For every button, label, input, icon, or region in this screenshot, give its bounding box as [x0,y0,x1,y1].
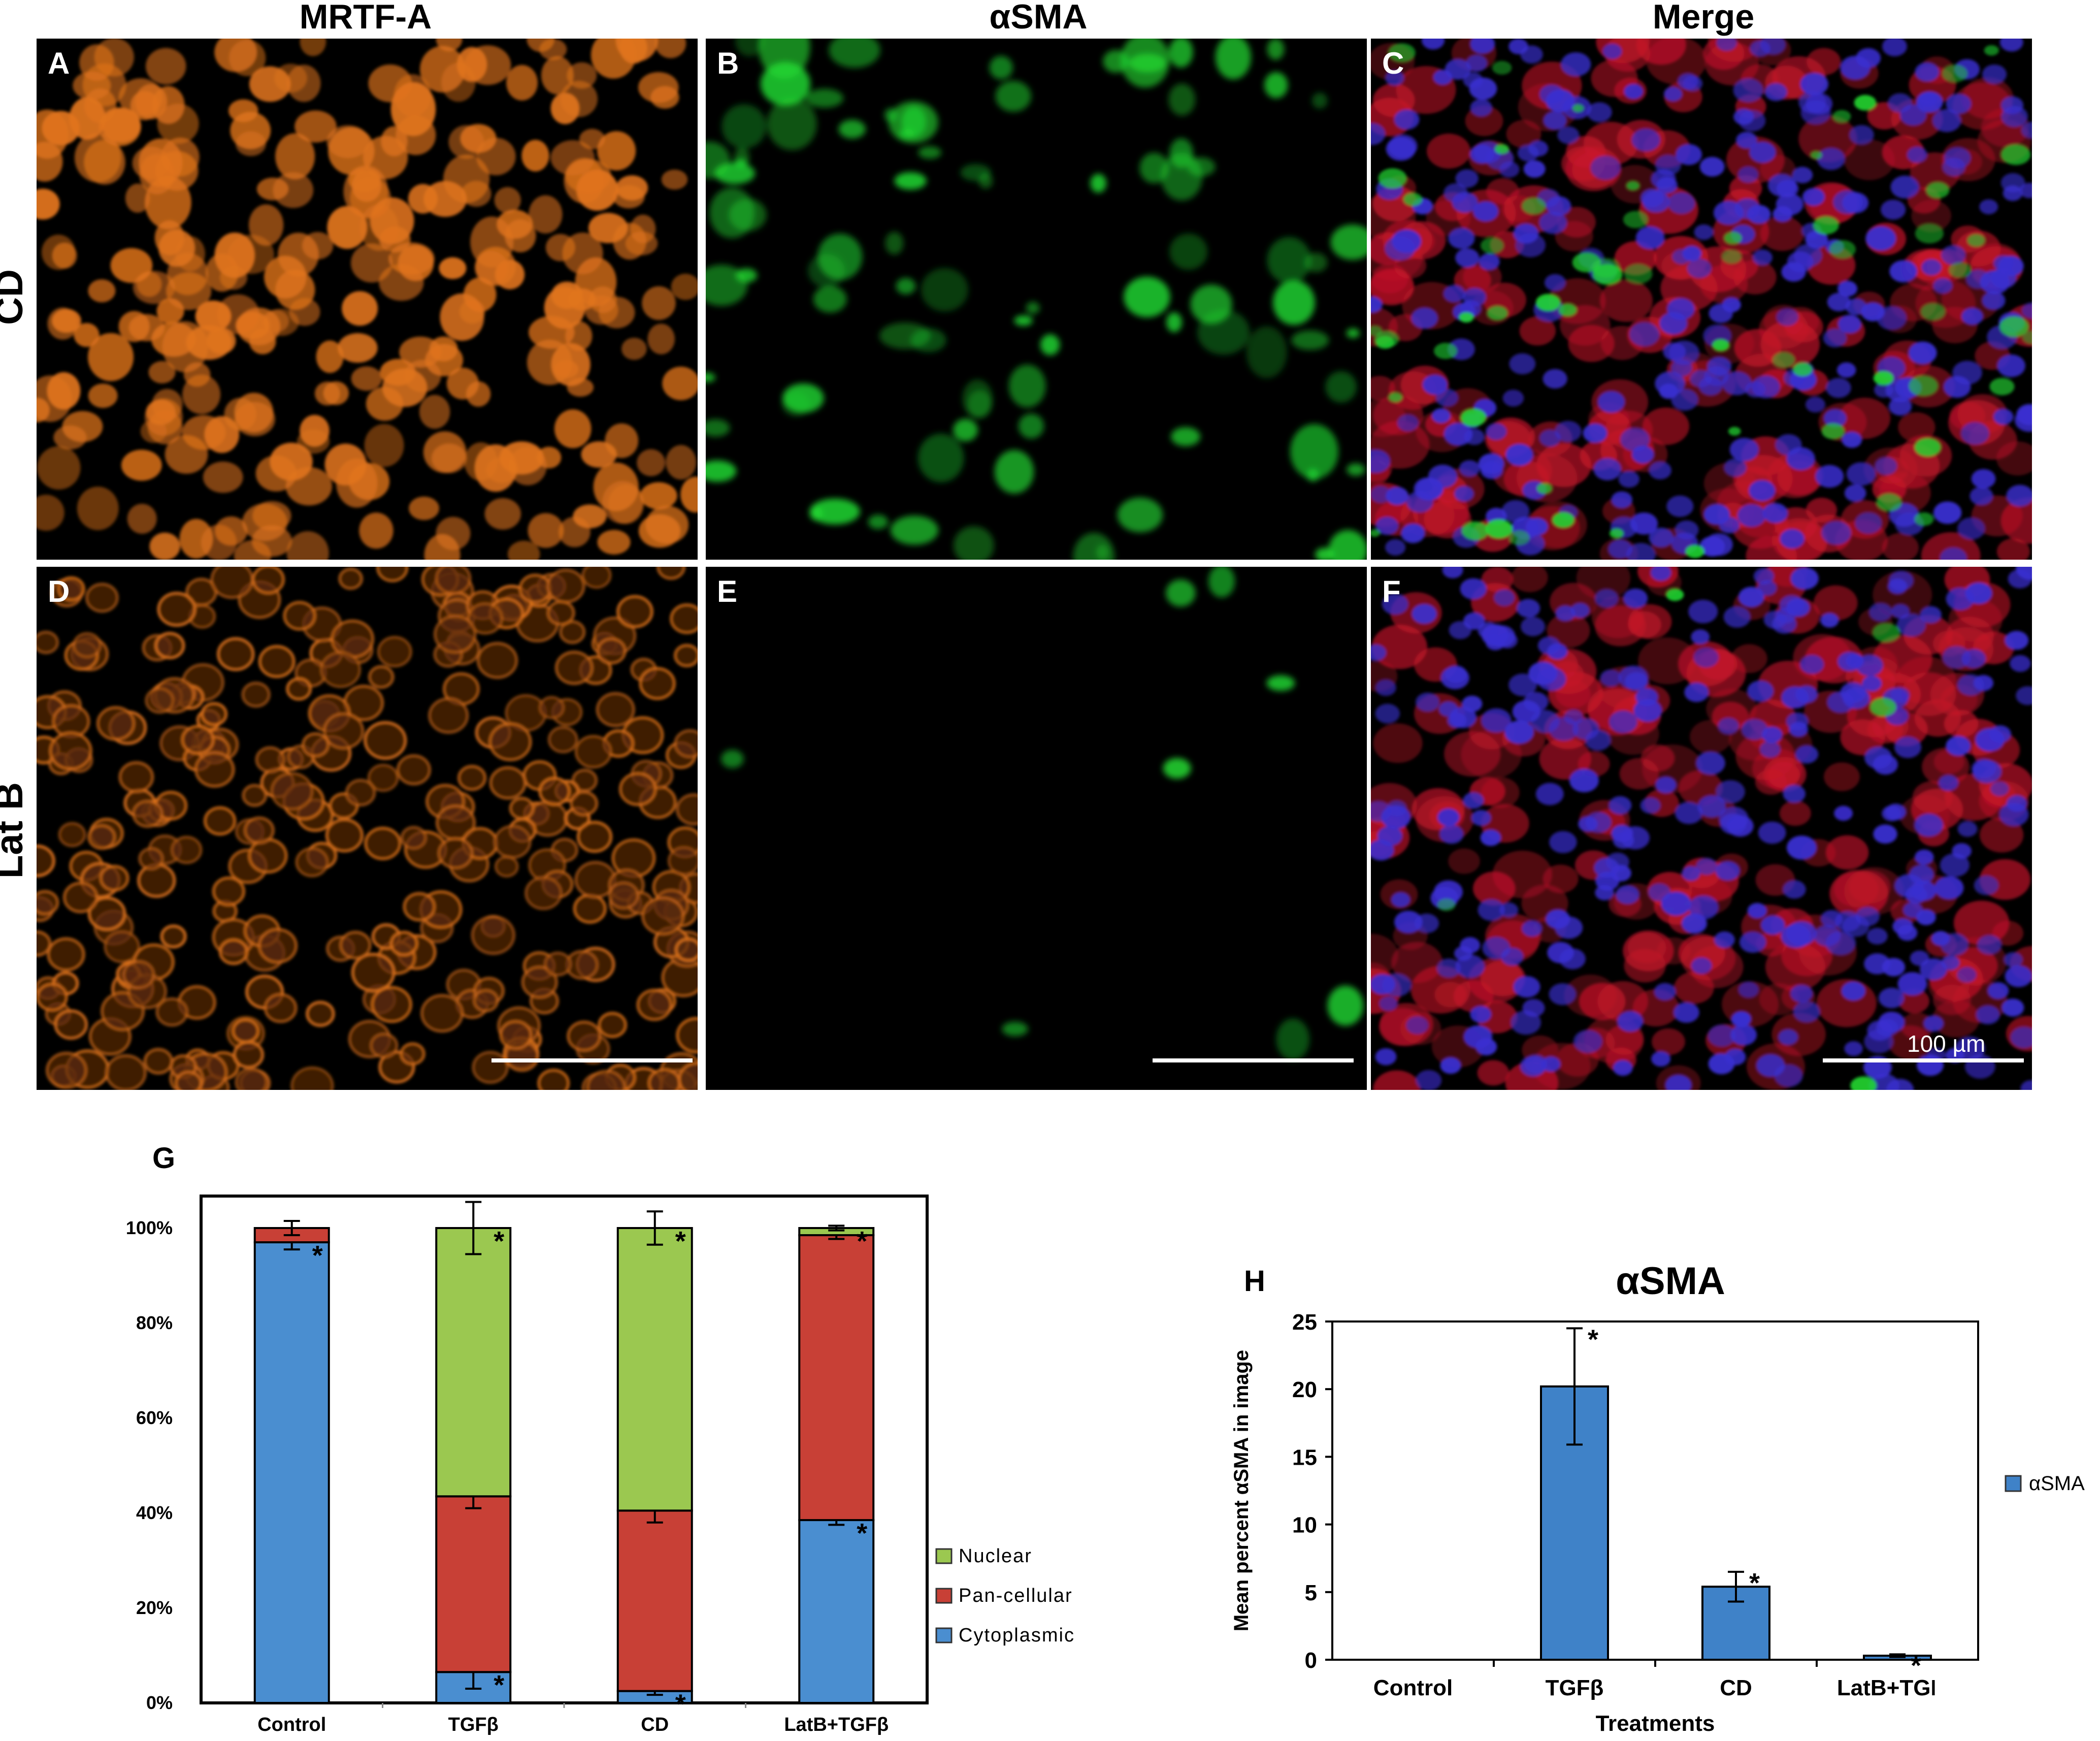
bar-segment-cytoplasmic [255,1242,329,1703]
chart-h: HαSMA 0 5 10 15 20 25 Mean percent αSMA in imag… [1208,1229,2100,1738]
y-tick-label: 40% [136,1502,173,1523]
row-header-latb: Lat B [0,769,33,891]
y-tick-label: 20% [136,1597,173,1618]
bar-segment-pan-cellular [436,1496,510,1672]
significance-star: * [1749,1568,1760,1598]
micrograph-panel-e: E [706,567,1367,1090]
significance-star: * [857,1518,867,1549]
legend-swatch [936,1628,951,1642]
panel-label: E [717,574,737,609]
bar-segment-nuclear [436,1228,510,1496]
bar-chart: HαSMA 0 5 10 15 20 25 Mean percent αSMA in imag… [1208,1229,2100,1738]
scale-bar [1153,1058,1354,1062]
legend-swatch [2006,1476,2021,1491]
legend-label: Pan-cellular [959,1585,1073,1606]
panel-label-h: H [1244,1265,1265,1298]
bar-segment-pan-cellular [618,1510,692,1691]
bar-segment-nuclear [618,1228,692,1510]
micrograph-panel-b: B [706,39,1367,560]
y-tick-label: 10 [1292,1513,1317,1538]
micrograph-panel-a: A [37,39,698,560]
significance-star: * [857,1226,867,1256]
micrograph-merge-cd [1371,39,2032,560]
micrograph-asma-latb [706,567,1367,1090]
x-tick-label: TGFβ [1546,1675,1604,1700]
x-tick-label: CD [1720,1675,1752,1700]
chart-g: G 0% 20% 40% 60% 80% 100% * Control * * TGFβ * * CD * * L… [0,1112,1168,1738]
significance-star: * [675,1226,686,1256]
x-tick-label: CD [641,1714,669,1735]
legend-label: αSMA [2029,1472,2085,1495]
micrograph-merge-latb [1371,567,2032,1090]
stacked-bar-chart: G 0% 20% 40% 60% 80% 100% * Control * * TGFβ * * CD * * L… [0,1112,1168,1738]
panel-label: D [48,574,70,609]
scale-bar [491,1058,693,1062]
y-tick-label: 20 [1292,1377,1317,1402]
legend-label: Nuclear [959,1545,1032,1567]
x-tick-label: Control [1373,1675,1453,1700]
chart-title: αSMA [1616,1260,1725,1303]
y-tick-label: 80% [136,1312,173,1333]
significance-star: * [1588,1324,1598,1355]
y-tick-label: 0% [146,1692,173,1713]
y-tick-label: 0 [1305,1648,1317,1673]
panel-label: C [1382,46,1404,81]
micrograph-panel-c: C [1371,39,2032,560]
bar-segment-pan-cellular [799,1235,873,1520]
micrograph-mrtf-latb [37,567,698,1090]
panel-label: B [717,46,739,81]
micrograph-panel-f: F 100 µm [1371,567,2032,1090]
x-tick-label: TGFβ [448,1714,499,1735]
micrograph-mrtf-cd [37,39,698,560]
legend-swatch [936,1549,951,1563]
x-tick-label: Control [257,1714,326,1735]
y-axis-label: Mean percent αSMA in image [1230,1350,1253,1631]
column-header-mrtf: MRTF-A [36,0,696,37]
plot-frame [1332,1321,1978,1660]
x-tick-label: LatB+TGFβ [1837,1675,1958,1700]
significance-star: * [312,1240,323,1271]
significance-star: * [675,1689,686,1720]
significance-star: * [494,1670,504,1700]
legend-swatch [936,1589,951,1603]
column-header-merge: Merge [1371,0,2036,37]
micrograph-asma-cd [706,39,1367,560]
scale-bar [1823,1058,2024,1062]
scale-bar-label: 100 µm [1907,1030,1985,1057]
y-tick-label: 5 [1305,1581,1317,1605]
y-tick-label: 60% [136,1407,173,1428]
significance-star: * [494,1226,504,1256]
y-tick-label: 100% [126,1217,173,1238]
legend-label: Cytoplasmic [959,1625,1075,1646]
y-tick-label: 25 [1292,1310,1317,1335]
panel-label-g: G [152,1142,175,1175]
x-tick-label: LatB+TGFβ [784,1714,889,1735]
panel-label: A [48,46,70,81]
column-header-asma: αSMA [706,0,1371,37]
row-header-cd: CD [0,236,33,358]
x-axis-label: Treatments [1596,1711,1715,1736]
y-tick-label: 15 [1292,1445,1317,1470]
panel-label: F [1382,574,1401,609]
micrograph-panel-d: D [37,567,698,1090]
